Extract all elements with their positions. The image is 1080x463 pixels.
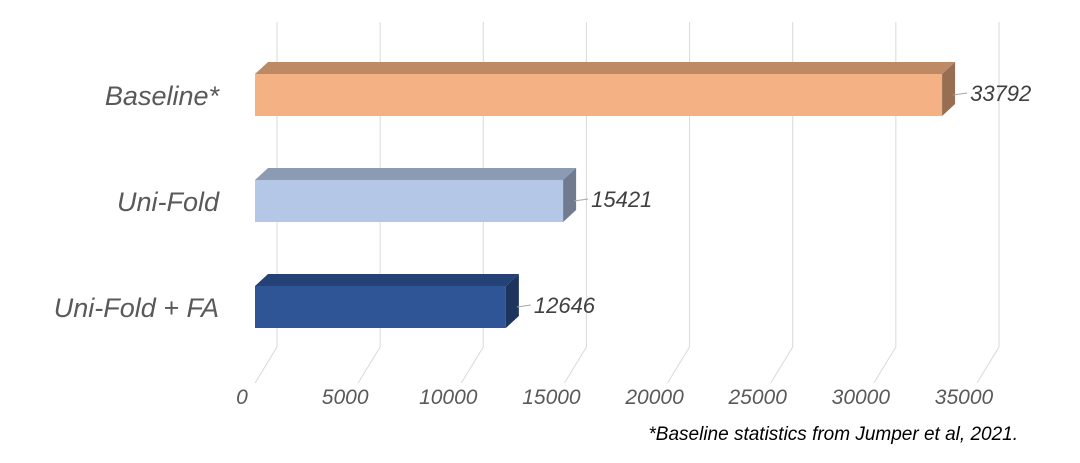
data-label-leader bbox=[574, 198, 589, 202]
data-label-leader bbox=[516, 304, 531, 308]
x-tick-label: 15000 bbox=[522, 386, 581, 409]
x-tick-label: 5000 bbox=[322, 386, 369, 409]
gridline-floor bbox=[564, 346, 587, 384]
bar-side-face bbox=[505, 274, 519, 328]
bar bbox=[255, 74, 943, 116]
footnote: *Baseline statistics from Jumper et al, … bbox=[648, 424, 1018, 445]
gridline-floor bbox=[460, 346, 484, 384]
x-tick-label: 35000 bbox=[935, 386, 994, 409]
x-tick-label: 10000 bbox=[419, 386, 478, 409]
bar-side-face bbox=[942, 62, 956, 116]
data-label: 12646 bbox=[534, 293, 596, 318]
x-tick-label: 0 bbox=[236, 386, 248, 409]
bar bbox=[255, 286, 506, 328]
gridline-floor bbox=[873, 346, 897, 384]
category-label: Uni-Fold bbox=[117, 187, 220, 217]
gridline-floor bbox=[770, 346, 794, 384]
category-label: Baseline* bbox=[105, 81, 221, 111]
data-label: 33792 bbox=[970, 81, 1031, 106]
x-tick-label: 25000 bbox=[728, 386, 788, 409]
bar-top-face bbox=[255, 168, 577, 180]
bar-top-face bbox=[255, 62, 956, 74]
x-tick-label: 30000 bbox=[832, 386, 891, 409]
gridline-floor bbox=[357, 346, 381, 384]
category-label: Uni-Fold + FA bbox=[54, 293, 219, 323]
gridline-floor bbox=[254, 346, 278, 384]
data-label: 15421 bbox=[591, 187, 652, 212]
gridline-floor bbox=[976, 346, 1000, 384]
data-label-leader bbox=[953, 92, 968, 96]
x-tick-label: 20000 bbox=[624, 386, 684, 409]
bar-top-face bbox=[255, 274, 519, 286]
bar bbox=[255, 180, 564, 222]
bar-side-face bbox=[563, 168, 577, 222]
gridline-floor bbox=[667, 346, 690, 384]
